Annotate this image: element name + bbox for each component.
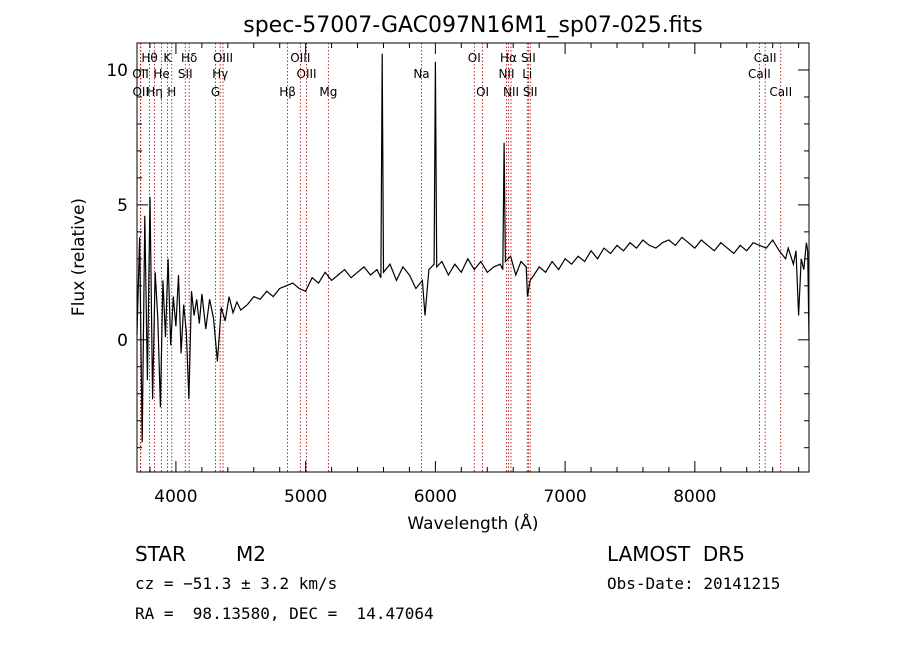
x-axis-ticks: 4000 5000 6000 7000 8000 bbox=[149, 43, 800, 507]
line-marker-label: K bbox=[163, 51, 172, 65]
line-marker-label: Li bbox=[522, 67, 532, 81]
line-marker-label: Mg bbox=[319, 85, 337, 99]
line-marker-label: CaII bbox=[748, 67, 771, 81]
line-marker-label: SII bbox=[523, 85, 538, 99]
line-marker-label: Na bbox=[413, 67, 429, 81]
line-marker-label: Hβ bbox=[279, 85, 296, 99]
object-class: STAR bbox=[135, 542, 186, 566]
x-tick-label: 4000 bbox=[154, 487, 197, 507]
line-marker-label: SII bbox=[178, 67, 193, 81]
x-tick-label: 6000 bbox=[414, 487, 457, 507]
survey-name: LAMOST DR5 bbox=[607, 542, 745, 566]
chart-title: spec-57007-GAC097N16M1_sp07-025.fits bbox=[243, 13, 703, 38]
line-marker-label: OII bbox=[132, 67, 149, 81]
line-marker-label: H bbox=[167, 85, 176, 99]
y-tick-label: 0 bbox=[117, 331, 128, 351]
line-marker-label: NII bbox=[498, 67, 514, 81]
obs-date: Obs-Date: 20141215 bbox=[607, 574, 780, 593]
line-marker-label: CaII bbox=[754, 51, 777, 65]
line-marker-label: OIII bbox=[297, 67, 317, 81]
line-marker-label: Hγ bbox=[212, 67, 228, 81]
y-axis-ticks: 0 5 10 bbox=[106, 61, 809, 449]
line-marker-label: He bbox=[153, 67, 169, 81]
spectral-line-labels: Hθ K Hδ OIII OIII OI Hα SII CaII OII He SII Hγ OIII NI… bbox=[132, 51, 792, 99]
spectrum-series-line bbox=[136, 53, 810, 443]
coordinates: RA = 98.13580, DEC = 14.47064 bbox=[135, 604, 434, 623]
line-marker-label: NII bbox=[503, 85, 519, 99]
x-axis-label: Wavelength (Å) bbox=[407, 512, 538, 534]
y-tick-label: 5 bbox=[117, 196, 128, 216]
redshift-cz: cz = −51.3 ± 3.2 km/s bbox=[135, 574, 337, 593]
y-tick-label: 10 bbox=[106, 61, 128, 81]
line-marker-label: Hθ bbox=[141, 51, 157, 65]
line-marker-label: OIII bbox=[290, 51, 310, 65]
line-marker-label: Hη bbox=[146, 85, 163, 99]
line-marker-label: OI bbox=[468, 51, 481, 65]
x-tick-label: 7000 bbox=[543, 487, 586, 507]
line-marker-label: Hδ bbox=[181, 51, 197, 65]
spectral-line-markers bbox=[140, 43, 782, 472]
line-marker-label: G bbox=[211, 85, 220, 99]
x-tick-label: 8000 bbox=[673, 487, 716, 507]
line-marker-label: CaII bbox=[769, 85, 792, 99]
object-subclass: M2 bbox=[236, 542, 266, 566]
line-marker-label: Hα bbox=[500, 51, 517, 65]
plot-frame bbox=[136, 42, 810, 473]
y-axis-label: Flux (relative) bbox=[69, 198, 89, 316]
line-marker-label: OI bbox=[476, 85, 489, 99]
line-marker-label: SII bbox=[521, 51, 536, 65]
x-tick-label: 5000 bbox=[284, 487, 327, 507]
line-marker-label: OIII bbox=[213, 51, 233, 65]
